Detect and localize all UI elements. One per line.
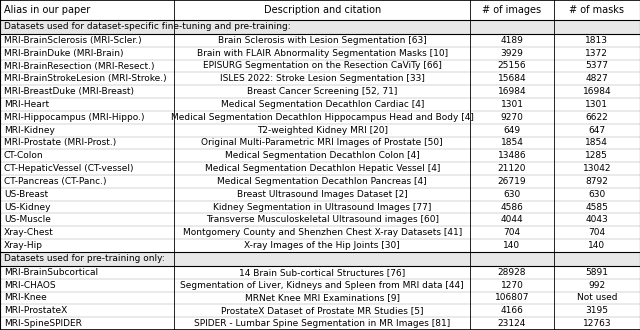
Text: 6622: 6622 [586,113,608,122]
Text: 16984: 16984 [498,87,526,96]
Text: 1270: 1270 [500,280,524,290]
Text: Datasets used for pre-training only:: Datasets used for pre-training only: [4,254,164,263]
Text: Medical Segmentation Decathlon Pancreas [4]: Medical Segmentation Decathlon Pancreas … [218,177,427,186]
Text: 8792: 8792 [586,177,608,186]
Text: MRI-BrainDuke (MRI-Brain): MRI-BrainDuke (MRI-Brain) [4,49,124,58]
Text: 140: 140 [588,241,605,250]
Text: 1854: 1854 [500,139,524,148]
Text: Description and citation: Description and citation [264,5,381,15]
Text: MRI-SpineSPIDER: MRI-SpineSPIDER [4,319,82,328]
Text: 704: 704 [504,228,520,237]
Text: Montgomery County and Shenzhen Chest X-ray Datasets [41]: Montgomery County and Shenzhen Chest X-r… [182,228,462,237]
Text: MRI-BrainSclerosis (MRI-Scler.): MRI-BrainSclerosis (MRI-Scler.) [4,36,141,45]
Text: CT-Pancreas (CT-Panc.): CT-Pancreas (CT-Panc.) [4,177,106,186]
Text: MRI-Knee: MRI-Knee [4,293,47,302]
Text: 992: 992 [588,280,605,290]
Text: US-Kidney: US-Kidney [4,203,51,212]
Text: 630: 630 [588,190,605,199]
Text: 1372: 1372 [586,49,608,58]
Text: # of masks: # of masks [570,5,624,15]
Text: US-Breast: US-Breast [4,190,48,199]
Text: 704: 704 [588,228,605,237]
Text: 3195: 3195 [586,306,608,315]
Text: CT-Colon: CT-Colon [4,151,44,160]
Text: 4827: 4827 [586,74,608,83]
Text: 3929: 3929 [500,49,524,58]
Text: Breast Ultrasound Images Dataset [2]: Breast Ultrasound Images Dataset [2] [237,190,408,199]
Text: 4043: 4043 [586,215,608,224]
Text: 14 Brain Sub-cortical Structures [76]: 14 Brain Sub-cortical Structures [76] [239,268,405,277]
Bar [0,252,640,266]
Text: MRI-BrainStrokeLesion (MRI-Stroke.): MRI-BrainStrokeLesion (MRI-Stroke.) [4,74,166,83]
Text: 12763: 12763 [582,319,611,328]
Text: Medical Segmentation Decathlon Hepatic Vessel [4]: Medical Segmentation Decathlon Hepatic V… [205,164,440,173]
Text: 649: 649 [504,126,520,135]
Text: X-ray Images of the Hip Joints [30]: X-ray Images of the Hip Joints [30] [244,241,400,250]
Text: Transverse Musculoskeletal Ultrasound images [60]: Transverse Musculoskeletal Ultrasound im… [205,215,439,224]
Text: 1854: 1854 [586,139,608,148]
Text: T2-weighted Kidney MRI [20]: T2-weighted Kidney MRI [20] [257,126,388,135]
Text: 26719: 26719 [498,177,526,186]
Text: 106807: 106807 [495,293,529,302]
Text: Breast Cancer Screening [52, 71]: Breast Cancer Screening [52, 71] [247,87,397,96]
Text: 1813: 1813 [586,36,608,45]
Text: 4586: 4586 [500,203,524,212]
Text: MRI-CHAOS: MRI-CHAOS [4,280,56,290]
Text: Alias in our paper: Alias in our paper [4,5,90,15]
Text: 21120: 21120 [498,164,526,173]
Text: Xray-Hip: Xray-Hip [4,241,43,250]
Text: MRNet Knee MRI Examinations [9]: MRNet Knee MRI Examinations [9] [244,293,400,302]
Text: 16984: 16984 [582,87,611,96]
Text: 28928: 28928 [498,268,526,277]
Text: ISLES 2022: Stroke Lesion Segmentation [33]: ISLES 2022: Stroke Lesion Segmentation [… [220,74,425,83]
Text: 13486: 13486 [498,151,526,160]
Text: Kidney Segmentation in Ultrasound Images [77]: Kidney Segmentation in Ultrasound Images… [213,203,431,212]
Text: Original Multi-Parametric MRI Images of Prostate [50]: Original Multi-Parametric MRI Images of … [202,139,443,148]
Bar [0,0,640,20]
Text: 5377: 5377 [586,61,608,71]
Text: Datasets used for dataset-specific fine-tuning and pre-training:: Datasets used for dataset-specific fine-… [4,22,291,31]
Text: US-Muscle: US-Muscle [4,215,51,224]
Text: MRI-Kidney: MRI-Kidney [4,126,54,135]
Text: ProstateX Dataset of Prostate MR Studies [5]: ProstateX Dataset of Prostate MR Studies… [221,306,424,315]
Text: 630: 630 [504,190,520,199]
Text: MRI-Prostate (MRI-Prost.): MRI-Prostate (MRI-Prost.) [4,139,116,148]
Text: CT-HepaticVessel (CT-vessel): CT-HepaticVessel (CT-vessel) [4,164,133,173]
Text: 1301: 1301 [586,100,608,109]
Text: 5891: 5891 [586,268,608,277]
Text: MRI-ProstateX: MRI-ProstateX [4,306,67,315]
Text: Segmentation of Liver, Kidneys and Spleen from MRI data [44]: Segmentation of Liver, Kidneys and Splee… [180,280,464,290]
Text: EPISURG Segmentation on the Resection CaViTy [66]: EPISURG Segmentation on the Resection Ca… [203,61,442,71]
Text: 9270: 9270 [500,113,524,122]
Text: Brain Sclerosis with Lesion Segmentation [63]: Brain Sclerosis with Lesion Segmentation… [218,36,427,45]
Text: SPIDER - Lumbar Spine Segmentation in MR Images [81]: SPIDER - Lumbar Spine Segmentation in MR… [194,319,451,328]
Text: 1285: 1285 [586,151,608,160]
Text: MRI-Heart: MRI-Heart [4,100,49,109]
Text: 15684: 15684 [498,74,526,83]
Text: Not used: Not used [577,293,617,302]
Text: # of images: # of images [483,5,541,15]
Text: 1301: 1301 [500,100,524,109]
Text: 4189: 4189 [500,36,524,45]
Text: MRI-BrainResection (MRI-Resect.): MRI-BrainResection (MRI-Resect.) [4,61,154,71]
Text: 4166: 4166 [500,306,524,315]
Text: 4044: 4044 [500,215,524,224]
Text: MRI-BreastDuke (MRI-Breast): MRI-BreastDuke (MRI-Breast) [4,87,134,96]
Text: Xray-Chest: Xray-Chest [4,228,54,237]
Text: 4585: 4585 [586,203,608,212]
Text: Brain with FLAIR Abnormality Segmentation Masks [10]: Brain with FLAIR Abnormality Segmentatio… [196,49,448,58]
Text: Medical Segmentation Decathlon Colon [4]: Medical Segmentation Decathlon Colon [4] [225,151,420,160]
Text: 23124: 23124 [498,319,526,328]
Text: 647: 647 [588,126,605,135]
Text: 25156: 25156 [498,61,526,71]
Text: MRI-Hippocampus (MRI-Hippo.): MRI-Hippocampus (MRI-Hippo.) [4,113,145,122]
Text: Medical Segmentation Decathlon Cardiac [4]: Medical Segmentation Decathlon Cardiac [… [221,100,424,109]
Text: MRI-BrainSubcortical: MRI-BrainSubcortical [4,268,98,277]
Bar [0,20,640,34]
Text: Medical Segmentation Decathlon Hippocampus Head and Body [4]: Medical Segmentation Decathlon Hippocamp… [171,113,474,122]
Text: 140: 140 [504,241,520,250]
Text: 13042: 13042 [582,164,611,173]
